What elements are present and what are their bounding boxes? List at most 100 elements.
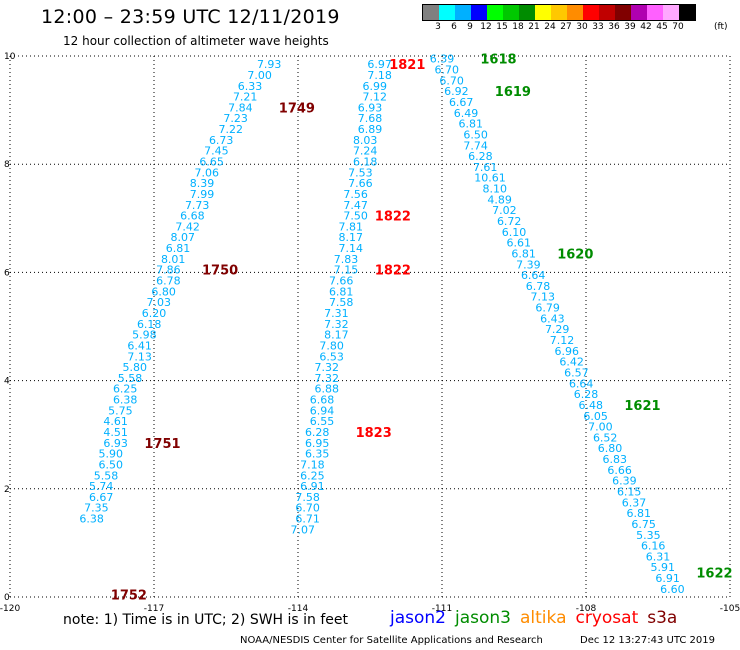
wave-height-value: 6.92 — [444, 85, 469, 98]
legend-swatch — [455, 5, 471, 20]
wave-height-value: 6.93 — [103, 437, 128, 450]
wave-height-value: 6.81 — [166, 242, 191, 255]
legend-swatch — [503, 5, 519, 20]
wave-height-value: 6.67 — [449, 96, 474, 109]
wave-height-value: 5.58 — [94, 469, 119, 482]
wave-height-value: 6.78 — [156, 275, 181, 288]
pass-time-label: 1822 — [375, 264, 411, 279]
wave-height-value: 7.22 — [219, 123, 244, 136]
wave-height-value: 6.88 — [315, 383, 340, 396]
wave-height-value: 6.73 — [209, 134, 234, 147]
mission-legend: jason2 jason3 altika cryosat s3a — [390, 608, 686, 628]
wave-height-value: 7.74 — [463, 139, 488, 152]
legend-level-label: 33 — [592, 22, 604, 32]
wave-height-value: 8.07 — [171, 231, 196, 244]
wave-height-value: 8.10 — [483, 183, 508, 196]
wave-height-value: 7.83 — [334, 253, 359, 266]
legend-swatch — [551, 5, 567, 20]
wave-height-value: 8.39 — [190, 177, 215, 190]
wave-height-value: 7.24 — [353, 145, 378, 158]
x-tick-label: -114 — [288, 604, 309, 614]
legend-level-label: 3 — [435, 22, 441, 32]
footer-note: note: 1) Time is in UTC; 2) SWH is in fe… — [63, 612, 349, 628]
legend-swatch — [583, 5, 599, 20]
wave-height-value: 7.18 — [367, 69, 392, 82]
legend-unit-label: (ft) — [714, 22, 728, 32]
wave-height-value: 8.17 — [324, 329, 349, 342]
wave-height-value: 6.91 — [300, 480, 325, 493]
wave-height-value: 6.49 — [454, 107, 479, 120]
wave-height-value: 6.94 — [310, 404, 335, 417]
wave-height-value: 6.99 — [363, 80, 388, 93]
wave-height-value: 5.98 — [132, 329, 157, 342]
legend-level-label: 21 — [528, 22, 540, 32]
wave-height-value: 7.18 — [300, 458, 325, 471]
legend-swatch — [567, 5, 583, 20]
wave-height-value: 7.12 — [550, 334, 575, 347]
wave-height-value: 6.52 — [593, 431, 618, 444]
legend-swatch — [599, 5, 615, 20]
legend-level-label: 30 — [576, 22, 588, 32]
wave-height-value: 7.13 — [127, 350, 152, 363]
x-tick-label: -111 — [432, 604, 452, 614]
wave-height-value: 4.61 — [103, 415, 128, 428]
wave-height-value: 6.05 — [583, 410, 608, 423]
wave-height-value: 6.65 — [199, 155, 224, 168]
wave-height-value: 6.81 — [329, 285, 354, 298]
wave-height-value: 6.66 — [607, 464, 632, 477]
x-tick-label: -120 — [0, 604, 20, 614]
wave-height-value: 6.50 — [463, 128, 488, 141]
pass-time-label: 1821 — [389, 58, 425, 73]
wave-height-value: 6.53 — [319, 350, 344, 363]
wave-height-value: 8.03 — [353, 134, 378, 147]
x-tick-label: -105 — [720, 604, 740, 614]
wave-height-value: 7.47 — [343, 199, 368, 212]
wave-height-value: 6.64 — [569, 377, 594, 390]
legend-swatch — [487, 5, 503, 20]
wave-height-value: 6.28 — [468, 150, 493, 163]
wave-height-value: 5.75 — [108, 404, 133, 417]
wave-height-value: 6.28 — [574, 388, 599, 401]
wave-height-value: 6.96 — [555, 345, 580, 358]
wave-height-value: 6.79 — [535, 302, 560, 315]
legend-swatch — [615, 5, 631, 20]
y-tick-label: 8 — [4, 160, 10, 170]
wave-height-value: 6.33 — [238, 80, 263, 93]
wave-height-value: 6.41 — [127, 339, 152, 352]
wave-height-value: 6.80 — [151, 285, 176, 298]
wave-height-value: 7.03 — [147, 296, 172, 309]
y-tick-label: 0 — [4, 593, 10, 603]
pass-time-label: 1752 — [111, 588, 147, 603]
wave-height-value: 6.18 — [137, 318, 162, 331]
wave-height-value: 7.93 — [257, 58, 282, 71]
wave-height-value: 7.32 — [315, 372, 340, 385]
mission-label-s3a: s3a — [647, 608, 678, 628]
wave-height-value: 6.68 — [180, 210, 205, 223]
wave-height-value: 7.58 — [295, 491, 320, 504]
generation-timestamp: Dec 12 13:27:43 UTC 2019 — [580, 635, 715, 646]
wave-height-value: 7.32 — [315, 361, 340, 374]
wave-height-value: 6.25 — [300, 469, 325, 482]
x-tick-label: -117 — [144, 604, 164, 614]
wave-height-value: 7.39 — [516, 258, 541, 271]
wave-height-value: 7.35 — [84, 502, 109, 515]
x-tick-label: -108 — [576, 604, 597, 614]
wave-height-value: 5.91 — [651, 561, 676, 574]
wave-height-value: 7.61 — [473, 161, 498, 174]
wave-height-value: 6.38 — [79, 513, 104, 526]
wave-height-value: 7.66 — [329, 275, 354, 288]
legend-level-label: 45 — [656, 22, 668, 32]
wave-height-value: 6.42 — [559, 356, 584, 369]
legend-level-label: 42 — [640, 22, 652, 32]
wave-height-value: 8.17 — [339, 231, 364, 244]
wave-height-value: 5.90 — [99, 448, 124, 461]
wave-height-value: 7.13 — [531, 291, 556, 304]
wave-height-value: 7.31 — [324, 307, 349, 320]
legend-level-label: 36 — [608, 22, 620, 32]
legend-level-label: 18 — [512, 22, 524, 32]
wave-height-value: 4.51 — [103, 426, 128, 439]
legend-level-label: 39 — [624, 22, 636, 32]
legend-level-label: 6 — [451, 22, 457, 32]
wave-height-value: 7.66 — [348, 177, 373, 190]
